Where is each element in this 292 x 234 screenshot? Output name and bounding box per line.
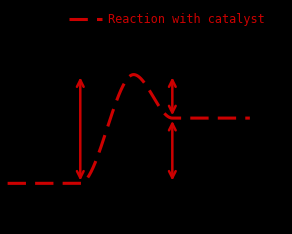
Legend: Reaction with catalyst: Reaction with catalyst	[64, 9, 269, 31]
